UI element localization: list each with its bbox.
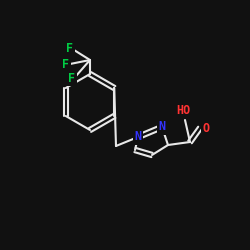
Text: F: F	[68, 72, 75, 85]
Text: F: F	[66, 42, 73, 54]
Text: N: N	[134, 130, 141, 143]
Text: HO: HO	[176, 104, 190, 118]
Text: N: N	[158, 120, 166, 134]
Text: O: O	[202, 122, 209, 134]
Text: F: F	[62, 58, 70, 70]
